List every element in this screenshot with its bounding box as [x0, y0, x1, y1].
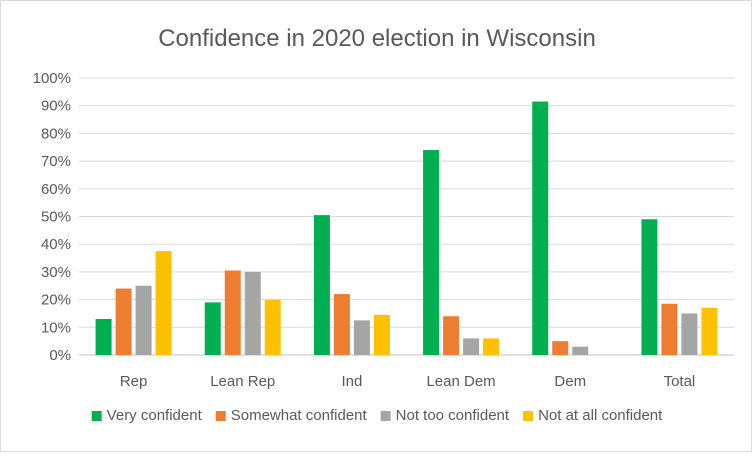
bars	[95, 101, 718, 355]
legend-item: Very confident	[91, 407, 203, 424]
legend-label: Somewhat confident	[231, 407, 368, 424]
x-tick-label: Lean Dem	[426, 373, 495, 390]
y-tick-label: 60%	[41, 181, 71, 198]
legend-swatch	[380, 411, 391, 421]
x-tick-label: Rep	[120, 373, 148, 390]
bar	[701, 307, 718, 355]
legend-label: Not too confident	[396, 407, 510, 424]
bar	[224, 270, 241, 355]
legend-label: Not at all confident	[538, 407, 663, 424]
legend-swatch	[523, 411, 534, 421]
bar	[155, 251, 172, 355]
bar	[463, 338, 480, 355]
x-tick-label: Dem	[554, 373, 586, 390]
bar	[115, 288, 132, 355]
bar	[373, 314, 390, 355]
y-tick-label: 30%	[41, 264, 71, 281]
chart-title: Confidence in 2020 election in Wisconsin	[158, 25, 596, 52]
bar	[661, 303, 678, 355]
y-tick-label: 70%	[41, 153, 71, 170]
bar	[443, 316, 460, 355]
bar	[313, 215, 330, 355]
bar	[641, 219, 658, 355]
legend-swatch	[215, 411, 226, 421]
legend-label: Very confident	[107, 407, 203, 424]
y-axis-ticks: 0% 10% 20% 30% 40% 50% 60% 70% 80% 90% 100%	[33, 70, 71, 364]
y-tick-label: 40%	[41, 236, 71, 253]
bar	[552, 341, 569, 355]
x-tick-label: Lean Rep	[210, 373, 275, 390]
y-tick-label: 100%	[33, 70, 71, 87]
legend-item: Not too confident	[380, 407, 510, 424]
y-tick-label: 80%	[41, 125, 71, 142]
bar	[333, 294, 350, 355]
bar	[135, 285, 152, 355]
bar	[423, 150, 440, 355]
bar	[95, 318, 112, 355]
bar	[572, 346, 589, 355]
y-tick-label: 90%	[41, 98, 71, 115]
bar	[204, 302, 221, 355]
legend-swatch	[91, 411, 102, 421]
gridlines	[79, 77, 734, 356]
y-tick-label: 10%	[41, 319, 71, 336]
legend: Very confident Somewhat confident Not too …	[91, 407, 663, 424]
bar	[264, 299, 281, 355]
bar	[532, 101, 549, 355]
y-tick-label: 20%	[41, 292, 71, 309]
bar	[353, 320, 370, 355]
bar	[244, 271, 261, 355]
bar	[483, 338, 500, 355]
legend-item: Somewhat confident	[215, 407, 368, 424]
x-tick-label: Ind	[341, 373, 362, 390]
x-axis-labels: Rep Lean Rep Ind Lean Dem Dem Total	[120, 373, 695, 390]
y-tick-label: 0%	[49, 347, 71, 364]
bar	[681, 313, 698, 355]
y-tick-label: 50%	[41, 209, 71, 226]
legend-item: Not at all confident	[523, 407, 663, 424]
x-tick-label: Total	[664, 373, 696, 390]
